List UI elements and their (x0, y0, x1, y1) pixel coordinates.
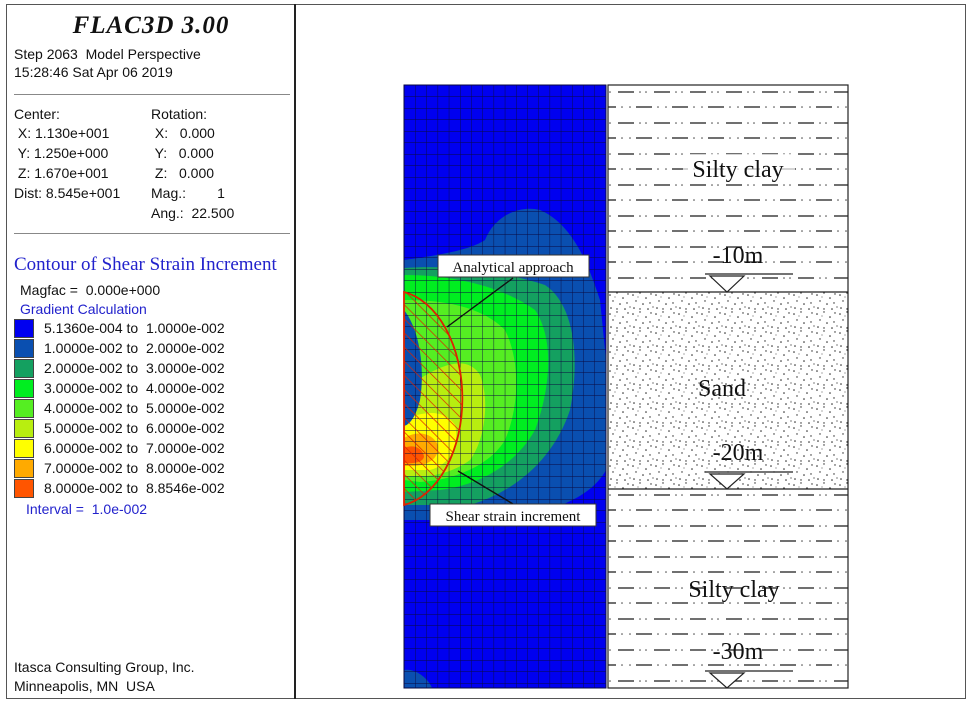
magfac: Magfac = 0.000e+000 (20, 282, 161, 298)
annotation-box (429, 503, 597, 527)
legend-swatch (14, 458, 34, 478)
leader-line (457, 470, 514, 505)
rotation-z: Z: 0.000 (151, 165, 215, 181)
company-location: Minneapolis, MN USA (14, 678, 155, 694)
rotation-x: X: 0.000 (151, 125, 215, 141)
datetime: 15:28:46 Sat Apr 06 2019 (14, 64, 173, 80)
legend-item: 3.0000e-002 to 4.0000e-002 (14, 378, 225, 398)
layer-name: Sand (698, 376, 746, 402)
calculation-method: Gradient Calculation (20, 301, 147, 317)
legend-label: 3.0000e-002 to 4.0000e-002 (44, 380, 225, 396)
water-level-icon (708, 473, 746, 490)
legend-swatch (14, 478, 34, 498)
legend-swatch (14, 378, 34, 398)
contour-plot: Silty clay -10m Sand -20m Silty clay -30… (403, 84, 849, 689)
step-line: Step 2063 Model Perspective (14, 46, 201, 62)
legend-item: 8.0000e-002 to 8.8546e-002 (14, 478, 225, 498)
contour-title: Contour of Shear Strain Increment (14, 254, 277, 275)
rotation-y: Y: 0.000 (151, 145, 214, 161)
legend-item: 5.0000e-002 to 6.0000e-002 (14, 418, 225, 438)
legend-item: 7.0000e-002 to 8.0000e-002 (14, 458, 225, 478)
legend-item: 6.0000e-002 to 7.0000e-002 (14, 438, 225, 458)
depth-label: -10m (713, 243, 764, 269)
legend-item: 4.0000e-002 to 5.0000e-002 (14, 398, 225, 418)
divider (14, 233, 290, 234)
legend-swatch (14, 398, 34, 418)
figure-frame (6, 4, 966, 699)
annotation-analytical-approach: Analytical approach (452, 260, 574, 276)
center-z: Z: 1.670e+001 (14, 165, 109, 181)
legend-label: 7.0000e-002 to 8.0000e-002 (44, 460, 225, 476)
leader-line (446, 277, 514, 328)
legend-label: 4.0000e-002 to 5.0000e-002 (44, 400, 225, 416)
annotation-shear-strain: Shear strain increment (446, 509, 582, 525)
center-y: Y: 1.250e+000 (14, 145, 109, 161)
soil-profile: Silty clay -10m Sand -20m Silty clay -30… (607, 84, 849, 689)
legend-swatch (14, 338, 34, 358)
legend-label: 8.0000e-002 to 8.8546e-002 (44, 480, 225, 496)
legend-item: 1.0000e-002 to 2.0000e-002 (14, 338, 225, 358)
legend-label: 6.0000e-002 to 7.0000e-002 (44, 440, 225, 456)
legend-item: 5.1360e-004 to 1.0000e-002 (14, 318, 225, 338)
app-title: FLAC3D 3.00 (72, 12, 230, 39)
annotation-box (437, 254, 590, 278)
legend-label: 5.0000e-002 to 6.0000e-002 (44, 420, 225, 436)
divider (14, 94, 290, 95)
water-level-icon (708, 275, 746, 293)
legend-swatch (14, 318, 34, 338)
legend-swatch (14, 418, 34, 438)
company-name: Itasca Consulting Group, Inc. (14, 659, 195, 675)
distance: Dist: 8.545e+001 (14, 185, 121, 201)
depth-label: -20m (713, 440, 764, 466)
info-panel: FLAC3D 3.00 Step 2063 Model Perspective … (6, 4, 296, 699)
analytical-zone-outline (403, 290, 464, 507)
angle: Ang.: 22.500 (151, 205, 235, 221)
legend-label: 5.1360e-004 to 1.0000e-002 (44, 320, 225, 336)
center-x: X: 1.130e+001 (14, 125, 110, 141)
rotation-label: Rotation: (151, 106, 208, 122)
legend-label: 2.0000e-002 to 3.0000e-002 (44, 360, 225, 376)
legend-label: 1.0000e-002 to 2.0000e-002 (44, 340, 225, 356)
legend-swatch (14, 438, 34, 458)
interval: Interval = 1.0e-002 (26, 501, 148, 517)
model-view: Silty clay -10m Sand -20m Silty clay -30… (298, 4, 966, 699)
layer-name: Silty clay (692, 157, 783, 183)
legend-item: 2.0000e-002 to 3.0000e-002 (14, 358, 225, 378)
water-level-icon (708, 672, 746, 689)
center-label: Center: (14, 106, 60, 122)
magnification: Mag.: 1 (151, 185, 225, 201)
layer-name: Silty clay (688, 577, 779, 603)
depth-label: -30m (713, 639, 764, 665)
legend-swatch (14, 358, 34, 378)
